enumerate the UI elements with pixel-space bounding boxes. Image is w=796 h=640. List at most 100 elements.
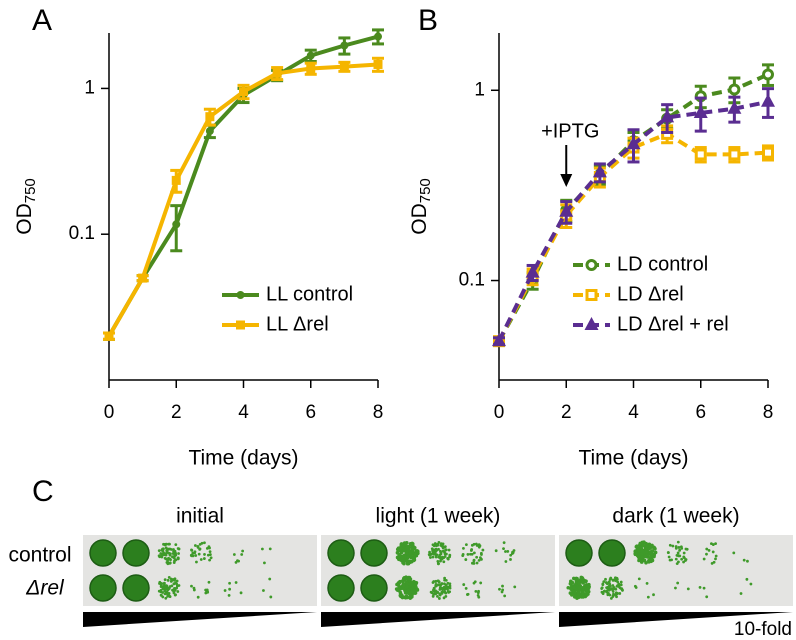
legend-label: LD Δrel — [617, 283, 684, 305]
colony — [448, 555, 452, 559]
colony — [435, 548, 439, 552]
marker — [272, 68, 282, 78]
colony — [674, 586, 677, 590]
colony — [409, 590, 414, 594]
colony — [620, 587, 623, 591]
colony — [607, 587, 610, 590]
colony — [702, 586, 706, 590]
colony — [167, 594, 171, 598]
marker — [626, 136, 641, 150]
colony — [616, 580, 620, 584]
colony — [682, 560, 685, 564]
colony — [412, 546, 417, 550]
colony — [428, 550, 431, 554]
colony — [195, 560, 198, 564]
colony — [399, 542, 404, 547]
colony — [405, 544, 410, 549]
colony — [433, 551, 437, 554]
marker — [374, 32, 382, 41]
colony — [605, 582, 609, 586]
colony — [161, 547, 164, 551]
colony — [176, 557, 180, 561]
legend-marker — [585, 259, 598, 271]
colony — [678, 548, 682, 552]
colony — [158, 582, 161, 585]
colony — [436, 590, 440, 594]
colony — [472, 562, 476, 565]
colony — [164, 584, 167, 588]
colony — [429, 552, 433, 556]
colony — [650, 549, 655, 553]
spot — [327, 539, 355, 567]
colony — [406, 561, 411, 566]
colony — [401, 583, 406, 588]
colony — [607, 580, 611, 584]
marker — [660, 109, 675, 123]
colony — [462, 546, 465, 550]
colony — [439, 551, 443, 555]
colony — [404, 584, 409, 589]
colony — [481, 548, 485, 552]
colony — [168, 561, 172, 565]
colony — [476, 593, 480, 597]
colony — [167, 551, 171, 555]
legend-marker — [236, 320, 245, 330]
colony — [711, 550, 715, 554]
colony — [479, 551, 483, 555]
colony — [609, 576, 613, 580]
spot — [89, 574, 117, 602]
colony — [159, 590, 163, 594]
colony — [611, 584, 615, 587]
annotation-arrowhead — [560, 174, 573, 187]
colony — [645, 581, 649, 585]
colony — [429, 556, 432, 559]
colony — [464, 586, 468, 590]
colony — [438, 555, 442, 559]
colony — [165, 542, 168, 546]
colony — [163, 581, 166, 585]
colony — [509, 553, 513, 557]
colony — [207, 580, 211, 584]
colony — [434, 592, 438, 596]
colony — [438, 597, 441, 600]
y-axis-label: OD750 — [408, 178, 434, 235]
colony — [676, 551, 680, 555]
annotation: +IPTG — [541, 120, 599, 142]
colony — [404, 594, 409, 599]
colony — [174, 558, 178, 562]
y-tick-label: 1 — [474, 79, 485, 100]
row-label: Δrel — [25, 577, 65, 600]
plate-title: dark (1 week) — [612, 505, 739, 528]
spot — [327, 574, 355, 602]
spot — [598, 539, 626, 567]
y-axis-label: OD750 — [13, 178, 39, 235]
colony — [168, 547, 172, 551]
legend-marker — [585, 289, 598, 301]
colony — [164, 553, 168, 557]
y-tick-label: 0.1 — [459, 270, 485, 291]
dilution-wedge — [83, 612, 317, 627]
colony — [232, 553, 236, 556]
colony — [173, 587, 176, 590]
colony — [504, 550, 507, 553]
colony — [206, 553, 210, 557]
colony — [444, 586, 448, 589]
colony — [570, 593, 574, 597]
colony — [208, 558, 211, 562]
colony — [174, 543, 178, 546]
marker — [306, 63, 316, 73]
colony — [475, 555, 479, 559]
colony — [645, 552, 650, 557]
marker — [762, 68, 774, 81]
x-tick-label: 0 — [494, 402, 505, 423]
colony — [637, 577, 641, 581]
colony — [671, 544, 675, 548]
colony — [434, 582, 438, 586]
colony — [714, 542, 717, 546]
colony — [164, 592, 168, 595]
marker — [171, 175, 181, 185]
colony — [634, 586, 638, 589]
colony — [676, 540, 680, 544]
spot — [89, 539, 117, 567]
